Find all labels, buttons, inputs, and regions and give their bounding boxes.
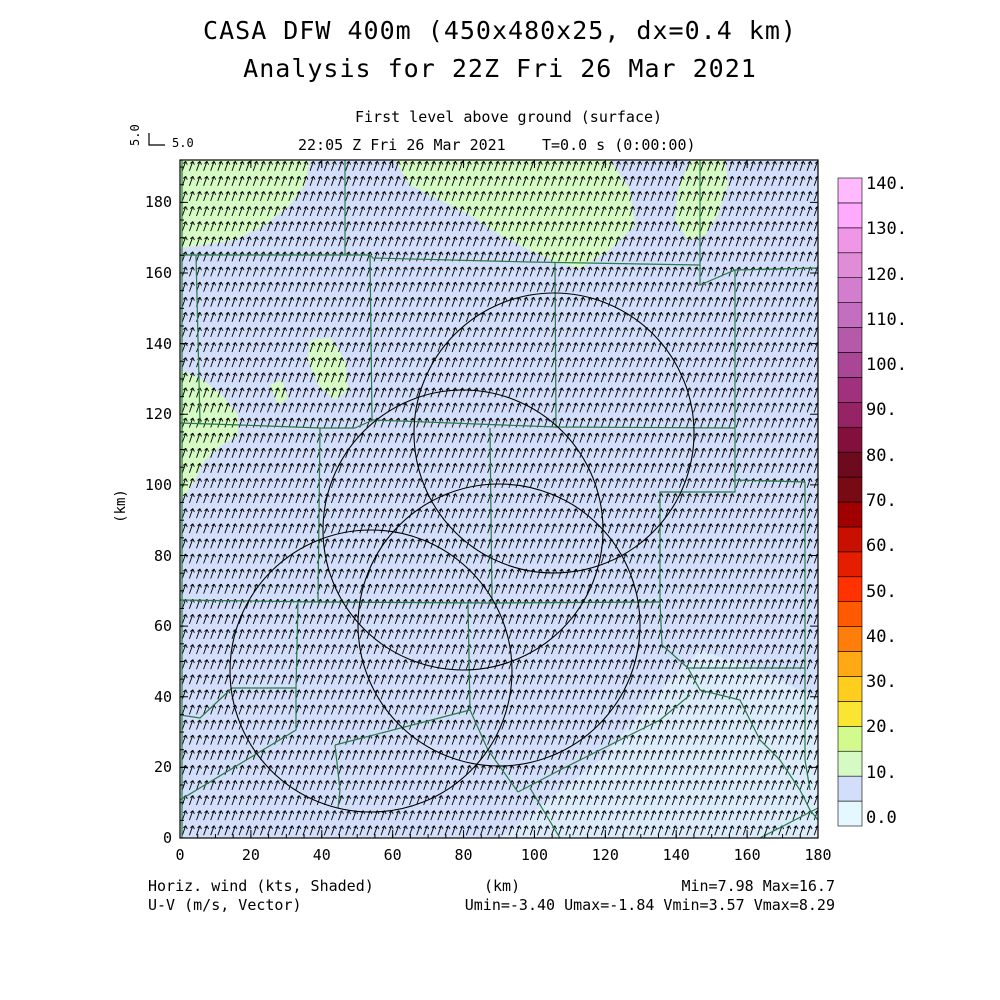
colorbar-swatch (837, 377, 863, 403)
colorbar-swatch (837, 402, 863, 428)
colorbar-label: 130. (866, 219, 907, 240)
colorbar-label: 40. (866, 626, 897, 647)
colorbar-label: 80. (866, 445, 897, 466)
colorbar-swatch (837, 451, 863, 478)
radar-range-rings (229, 292, 695, 813)
x-tick-label: 180 (804, 846, 832, 864)
colorbar-swatch (837, 526, 863, 553)
model-time: T=0.0 s (0:00:00) (542, 136, 696, 154)
colorbar-swatch (837, 551, 863, 578)
colorbar-label: 10. (866, 762, 897, 783)
x-tick-label: 140 (662, 846, 690, 864)
shade-green-small (270, 380, 288, 405)
colorbar-label: 100. (866, 355, 907, 376)
x-tick-label: 160 (733, 846, 761, 864)
footer-right-1: Min=7.98 Max=16.7 (681, 877, 835, 895)
colorbar-swatch (837, 327, 863, 353)
colorbar-swatch (837, 676, 863, 702)
x-tick-label: 60 (383, 846, 402, 864)
footer-left-2: U-V (m/s, Vector) (148, 896, 302, 914)
colorbar-label: 20. (866, 717, 897, 738)
x-tick-label: 0 (175, 846, 185, 864)
colorbar-swatch (837, 476, 863, 503)
colorbar-label: 0.0 (866, 808, 897, 828)
colorbar-swatch (837, 227, 863, 254)
axis-ticks (179, 160, 819, 839)
colorbar-label: 50. (866, 581, 897, 602)
shade-green-center (308, 338, 348, 400)
y-tick-label: 180 (144, 193, 172, 212)
colorbar-swatch (837, 277, 863, 303)
colorbar-swatch (837, 302, 863, 328)
colorbar-swatch (837, 800, 863, 827)
valid-time: 22:05 Z Fri 26 Mar 2021 (298, 136, 506, 154)
colorbar-label: 90. (866, 400, 897, 421)
y-axis-label: (km) (112, 489, 129, 523)
y-tick-label: 120 (144, 405, 172, 424)
colorbar-swatch (837, 426, 863, 453)
colorbar-swatch (837, 252, 863, 278)
y-tick-label: 100 (144, 475, 172, 494)
wind-vector-field (181, 160, 818, 836)
shade-light-se (500, 650, 818, 838)
title-line-1: CASA DFW 400m (450x480x25, dx=0.4 km) (203, 16, 797, 45)
y-tick-label: 80 (153, 546, 172, 565)
wind-vectors (181, 160, 818, 836)
colorbar-swatch (837, 202, 863, 229)
colorbar-label: 120. (866, 264, 907, 285)
x-tick-label: 40 (312, 846, 331, 864)
x-tick-label: 80 (454, 846, 473, 864)
y-tick-label: 20 (153, 758, 172, 777)
x-axis-label: (km) (484, 877, 521, 895)
y-tick-label: 160 (144, 264, 172, 282)
colorbar-swatch (837, 177, 863, 204)
colorbar-swatch (837, 775, 863, 802)
colorbar-label: 140. (866, 174, 907, 194)
shade-green-west (180, 370, 238, 500)
x-tick-label: 120 (591, 846, 619, 864)
y-tick-label: 0 (162, 829, 172, 847)
colorbar-label: 70. (866, 491, 897, 511)
colorbar-swatch (837, 501, 863, 528)
colorbar-label: 60. (866, 536, 897, 557)
x-tick-label: 20 (241, 846, 260, 864)
y-tick-label: 60 (153, 617, 172, 636)
colorbar (837, 177, 863, 827)
colorbar-swatch (837, 701, 863, 727)
colorbar-swatch (837, 601, 863, 627)
vector-ref-label-horizontal: 5.0 (172, 136, 194, 150)
colorbar-label: 30. (866, 672, 897, 693)
footer-right-2: Umin=-3.40 Umax=-1.84 Vmin=3.57 Vmax=8.2… (464, 896, 835, 914)
colorbar-swatch (837, 726, 863, 752)
title-line-2: Analysis for 22Z Fri 26 Mar 2021 (243, 54, 757, 83)
colorbar-swatch (837, 576, 863, 602)
colorbar-swatch (837, 626, 863, 652)
colorbar-swatch (837, 651, 863, 677)
footer-left-1: Horiz. wind (kts, Shaded) (148, 877, 374, 895)
colorbar-label: 110. (866, 309, 907, 330)
y-tick-label: 40 (153, 687, 172, 706)
colorbar-swatch (837, 352, 863, 378)
colorbar-swatch (837, 750, 863, 777)
y-tick-label: 140 (144, 334, 172, 353)
vector-ref-glyph (148, 133, 165, 146)
x-tick-label: 100 (520, 846, 548, 864)
county-boundaries (180, 160, 818, 838)
